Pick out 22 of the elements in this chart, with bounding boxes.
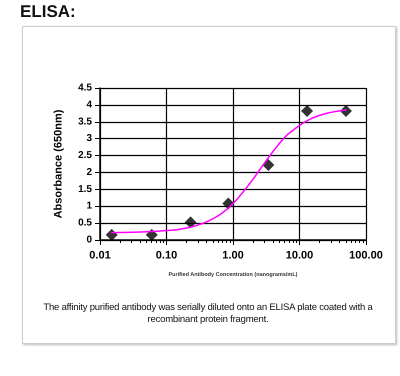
x-tick-label: 100.00	[349, 250, 383, 262]
point	[301, 104, 314, 117]
y-tick-label: 2	[86, 166, 92, 178]
point	[184, 216, 197, 228]
y-tick-label: 3	[86, 133, 92, 144]
y-tick-label: 1.5	[78, 184, 92, 195]
y-tick-label: 2.5	[78, 150, 92, 162]
y-tick-label: 3.5	[78, 116, 92, 128]
y-axis-title: Absorbance (650nm)	[52, 109, 64, 218]
x-tick-label: 10.00	[286, 250, 314, 262]
y-tick-label: 1	[86, 200, 92, 212]
y-tick-label: 4.5	[78, 82, 92, 94]
point	[106, 228, 118, 241]
y-tick-label: 4	[86, 99, 92, 110]
x-tick-label: 0.10	[156, 250, 178, 262]
x-tick-label: 0.01	[89, 250, 111, 262]
chart-title: ELISA:	[20, 2, 76, 22]
text: The affinity purified antibody was serially diluted onto an ELISA plate coated with a recombinant protein fragment.	[42, 302, 374, 326]
y-tick-label: 0.5	[78, 218, 92, 229]
point	[262, 159, 274, 172]
y-tick-label: 0	[86, 234, 92, 246]
x-tick-label: 1.00	[222, 250, 244, 262]
